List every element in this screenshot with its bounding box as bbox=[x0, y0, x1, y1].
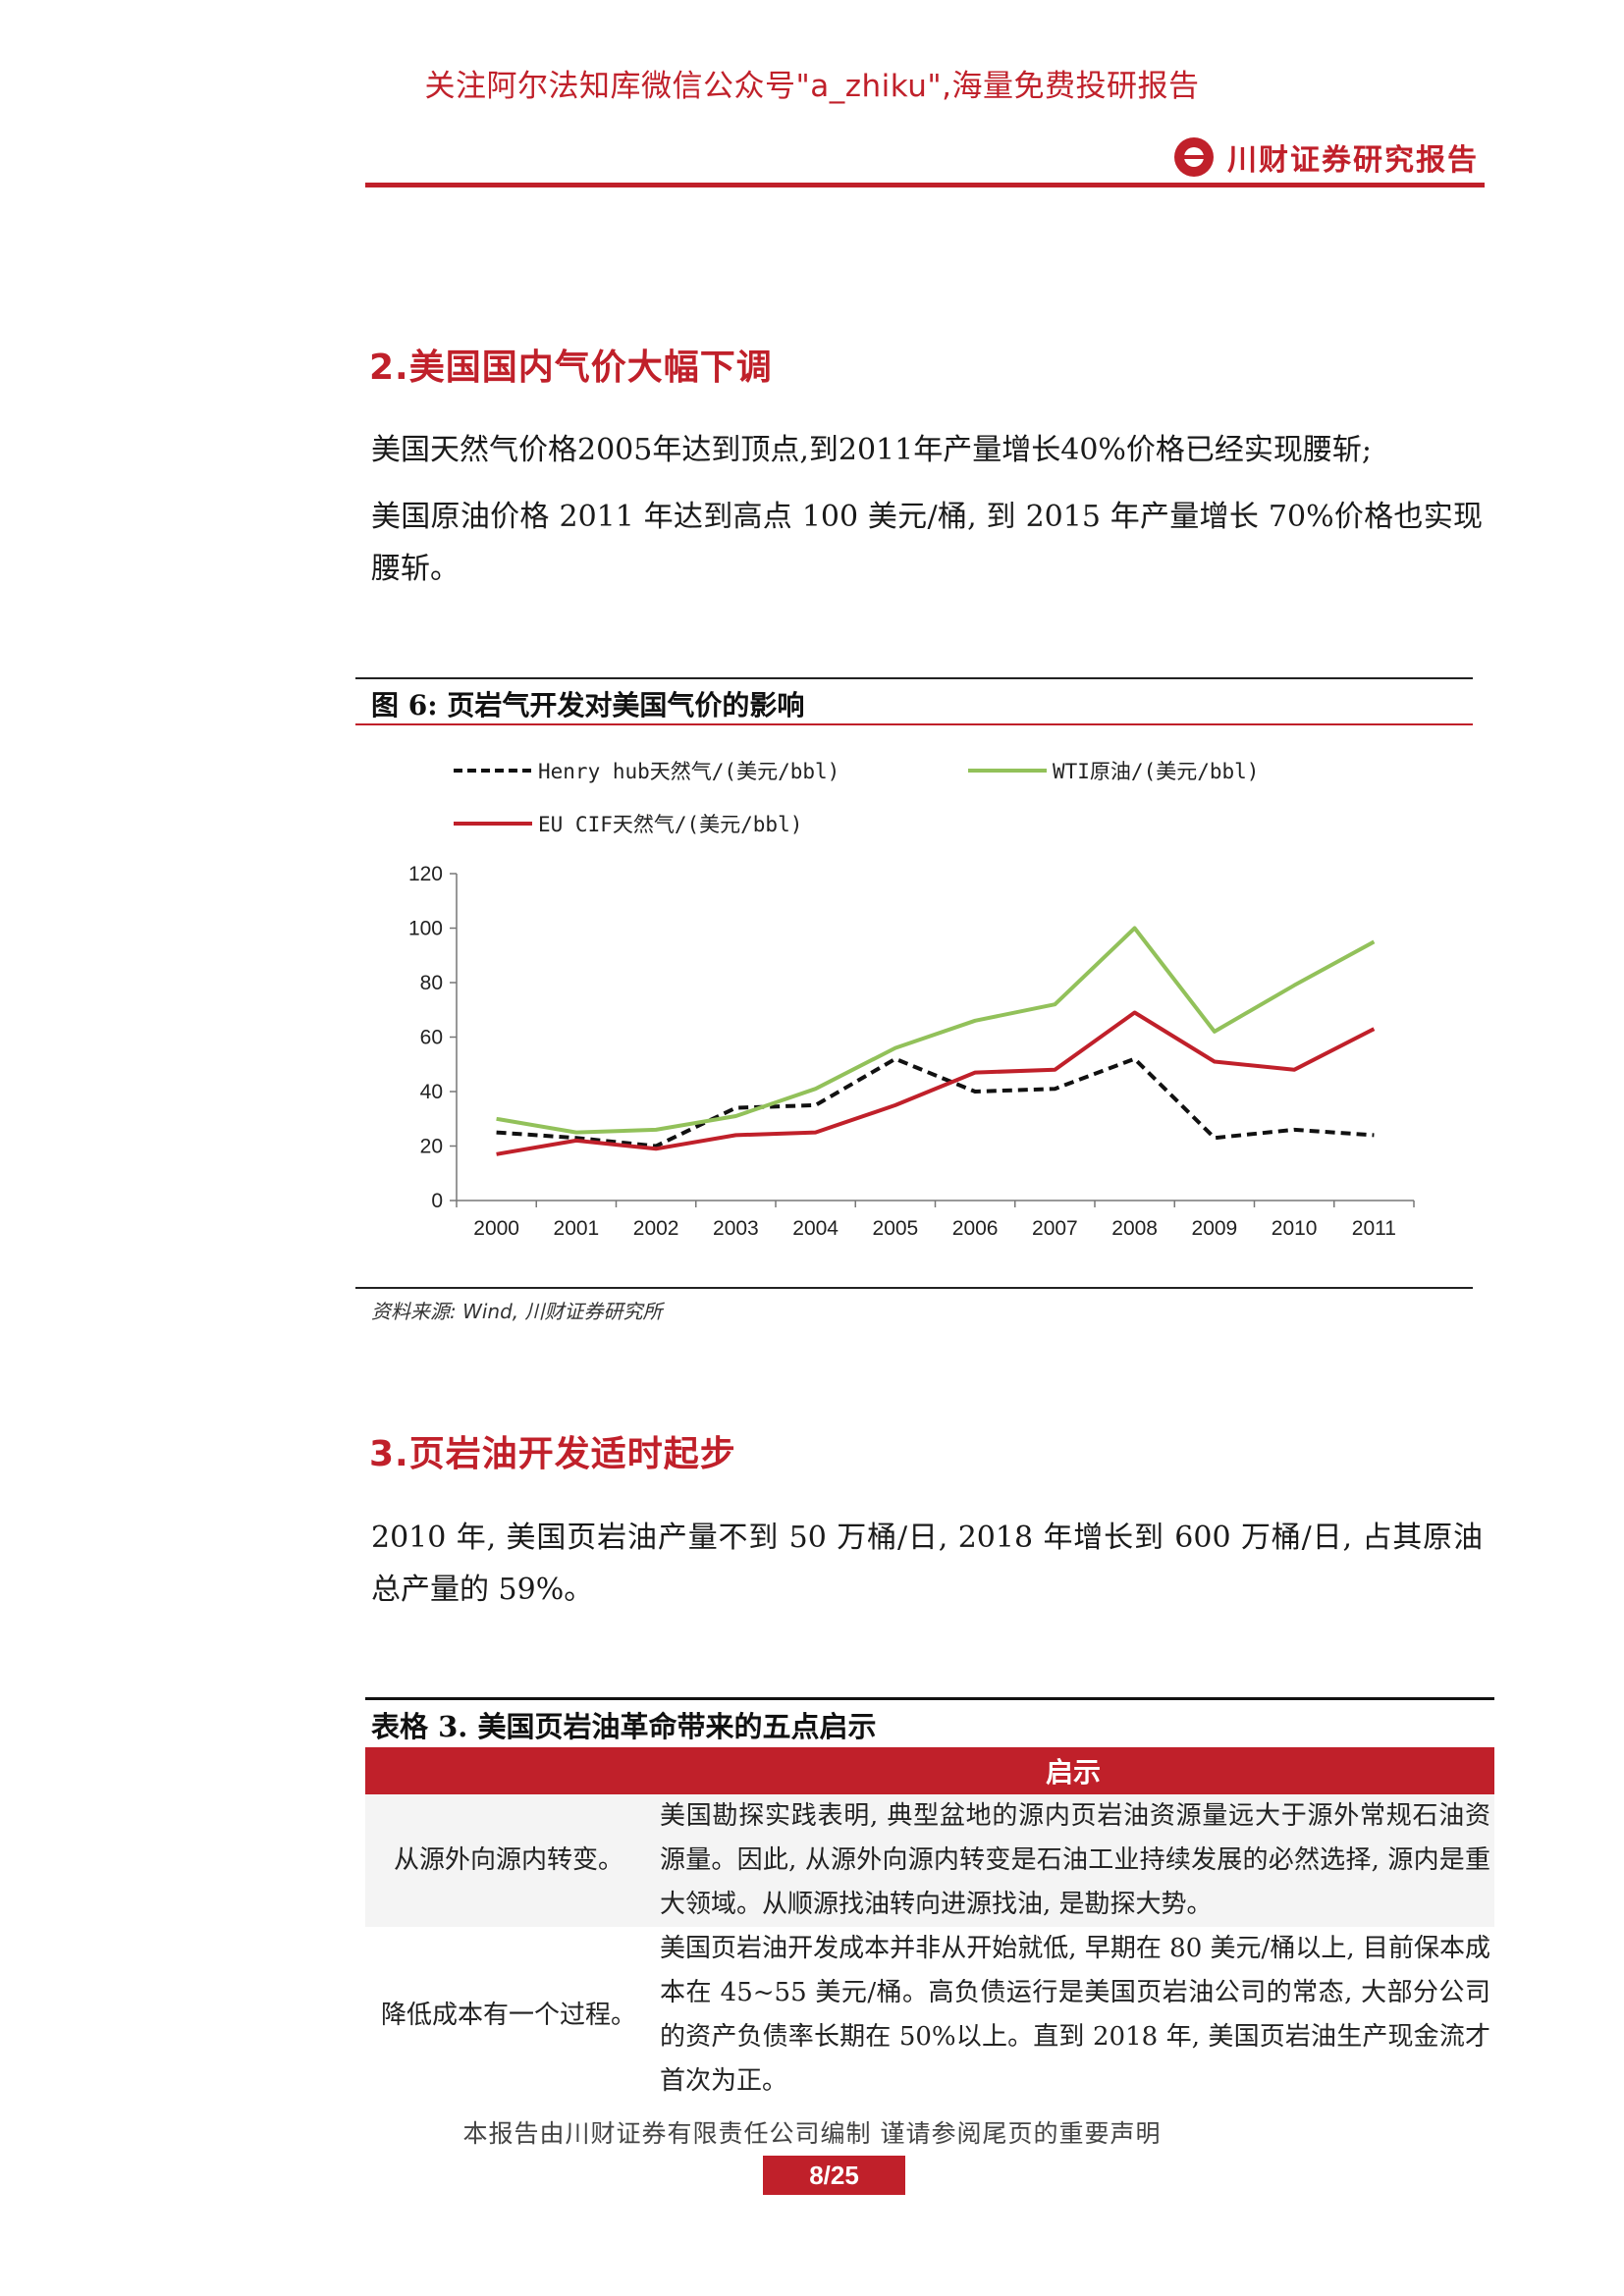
table-title: 表格 3. 美国页岩油革命带来的五点启示 bbox=[371, 1710, 877, 1743]
table-cell-topic: 从源外向源内转变。 bbox=[365, 1794, 652, 1927]
table-header-blank bbox=[365, 1747, 652, 1794]
y-tick-label: 60 bbox=[420, 1027, 443, 1049]
figure-caption-rule bbox=[355, 723, 1473, 725]
x-tick-label: 2011 bbox=[1352, 1217, 1396, 1240]
table-cell-detail: 美国勘探实践表明, 典型盆地的源内页岩油资源量远大于源外常规石油资源量。因此, … bbox=[652, 1794, 1494, 1927]
legend-item-henry-hub: Henry hub天然气/(美元/bbl) bbox=[454, 756, 839, 785]
x-tick-label: 2004 bbox=[792, 1217, 839, 1240]
page-number: 8/25 bbox=[763, 2156, 905, 2195]
price-line-chart: 0 20 40 60 80 100 120 2000 2001 2002 2003 2004 2005 2… bbox=[408, 863, 1415, 1240]
insights-table: 启示 从源外向源内转变。 美国勘探实践表明, 典型盆地的源内页岩油资源量远大于源… bbox=[365, 1747, 1494, 2104]
section2-paragraph-2: 美国原油价格 2011 年达到高点 100 美元/桶, 到 2015 年产量增长… bbox=[371, 500, 1483, 586]
series-line-2 bbox=[496, 1010, 1376, 1156]
y-tick-label: 40 bbox=[420, 1081, 443, 1103]
table-row: 从源外向源内转变。 美国勘探实践表明, 典型盆地的源内页岩油资源量远大于源外常规… bbox=[365, 1794, 1494, 1927]
legend-label: EU CIF天然气/(美元/bbl) bbox=[538, 813, 803, 836]
section-heading-2: 2.美国国内气价大幅下调 bbox=[369, 347, 773, 388]
brand-logo-icon bbox=[1174, 137, 1214, 177]
series-line-1 bbox=[496, 926, 1376, 1135]
y-tick-label: 20 bbox=[420, 1136, 443, 1158]
brand-name: 川财证券研究报告 bbox=[1227, 143, 1479, 178]
legend-label: WTI原油/(美元/bbl) bbox=[1053, 760, 1260, 783]
brand: 川财证券研究报告 bbox=[1174, 135, 1479, 179]
y-tick-label: 100 bbox=[408, 918, 443, 940]
header-divider bbox=[365, 183, 1485, 187]
legend-item-eu-cif: EU CIF天然气/(美元/bbl) bbox=[454, 809, 802, 838]
x-tick-label: 2008 bbox=[1111, 1217, 1158, 1240]
x-tick-label: 2000 bbox=[473, 1217, 519, 1240]
x-tick-label: 2009 bbox=[1192, 1217, 1238, 1240]
series-line-0 bbox=[496, 1056, 1375, 1148]
figure-caption: 图 6: 页岩气开发对美国气价的影响 bbox=[371, 689, 805, 721]
section-heading-3: 3.页岩油开发适时起步 bbox=[369, 1434, 736, 1474]
y-tick-label: 80 bbox=[420, 972, 443, 994]
legend-item-wti: WTI原油/(美元/bbl) bbox=[968, 756, 1259, 785]
x-tick-label: 2001 bbox=[554, 1217, 600, 1240]
section2-paragraph-1: 美国天然气价格2005年达到顶点,到2011年产量增长40%价格已经实现腰斩; bbox=[371, 433, 1373, 467]
x-tick-label: 2002 bbox=[633, 1217, 679, 1240]
table-top-rule bbox=[365, 1697, 1494, 1700]
figure-bottom-rule bbox=[355, 1287, 1473, 1289]
table-row: 降低成本有一个过程。 美国页岩油开发成本并非从开始就低, 早期在 80 美元/桶… bbox=[365, 1927, 1494, 2104]
promo-banner: 关注阿尔法知库微信公众号"a_zhiku",海量免费投研报告 bbox=[424, 69, 1200, 104]
y-tick-label: 0 bbox=[431, 1190, 443, 1212]
table-cell-detail: 美国页岩油开发成本并非从开始就低, 早期在 80 美元/桶以上, 目前保本成本在… bbox=[652, 1927, 1494, 2104]
x-tick-label: 2006 bbox=[952, 1217, 999, 1240]
table-cell-topic: 降低成本有一个过程。 bbox=[365, 1927, 652, 2104]
table-header: 启示 bbox=[652, 1747, 1494, 1794]
figure-top-rule bbox=[355, 677, 1473, 679]
section3-paragraph-1: 2010 年, 美国页岩油产量不到 50 万桶/日, 2018 年增长到 600… bbox=[371, 1521, 1483, 1607]
x-tick-label: 2010 bbox=[1272, 1217, 1318, 1240]
x-tick-label: 2005 bbox=[873, 1217, 919, 1240]
legend-label: Henry hub天然气/(美元/bbl) bbox=[538, 760, 840, 783]
footer-disclaimer: 本报告由川财证券有限责任公司编制 谨请参阅尾页的重要声明 bbox=[462, 2119, 1162, 2148]
x-tick-label: 2007 bbox=[1032, 1217, 1078, 1240]
x-tick-label: 2003 bbox=[713, 1217, 759, 1240]
y-tick-label: 120 bbox=[408, 863, 443, 885]
figure-source: 资料来源: Wind, 川财证券研究所 bbox=[371, 1300, 663, 1323]
